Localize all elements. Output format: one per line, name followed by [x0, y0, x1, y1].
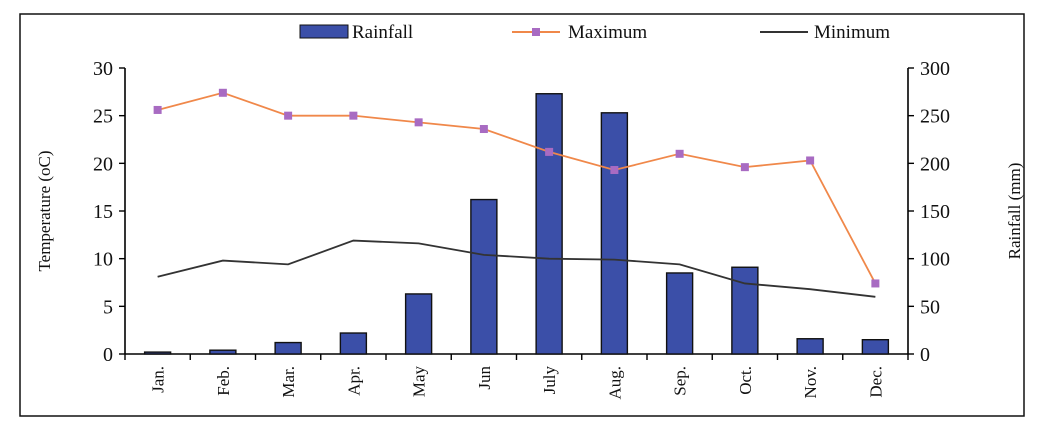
- x-category-label: Mar.: [279, 366, 298, 398]
- left-tick-label: 20: [93, 153, 113, 175]
- maximum-line: [157, 91, 877, 284]
- rainfall-bar: [861, 339, 890, 355]
- left-tick-label: 10: [93, 249, 113, 271]
- x-category-label: Nov.: [801, 366, 820, 398]
- right-tick-label: 0: [920, 344, 930, 366]
- left-tick-label: 5: [103, 296, 113, 318]
- rainfall-bar: [796, 338, 824, 355]
- maximum-point: [284, 111, 293, 120]
- x-category-label: Jan.: [149, 366, 168, 393]
- maximum-point: [871, 279, 880, 288]
- left-tick-label: 15: [93, 201, 113, 223]
- rainfall-bar: [209, 349, 237, 355]
- x-category-label: Dec.: [866, 366, 885, 398]
- x-category-label: Jun: [475, 366, 494, 390]
- maximum-point: [479, 125, 488, 134]
- maximum-point: [218, 88, 227, 97]
- legend-rainfall-label: Rainfall: [352, 22, 413, 43]
- maximum-point: [806, 156, 815, 165]
- right-tick-label: 100: [920, 249, 950, 271]
- legend-rainfall-swatch: [299, 24, 349, 39]
- left-tick-label: 30: [93, 58, 113, 80]
- legend-maximum-label: Maximum: [568, 22, 647, 43]
- temperature-lines: [153, 88, 880, 298]
- x-category-label: May: [410, 366, 429, 398]
- rainfall-bar: [274, 341, 302, 355]
- maximum-point: [740, 163, 749, 172]
- chart-frame: [19, 13, 1025, 417]
- right-tick-label: 300: [920, 58, 950, 80]
- x-category-label: July: [540, 366, 559, 395]
- maximum-point: [675, 149, 684, 158]
- right-tick-label: 50: [920, 296, 940, 318]
- rainfall-bars: [143, 93, 890, 355]
- right-tick-label: 200: [920, 153, 950, 175]
- right-tick-label: 250: [920, 106, 950, 128]
- x-category-label: Feb.: [214, 366, 233, 396]
- rainfall-bar: [665, 272, 694, 355]
- rainfall-bar: [143, 351, 172, 355]
- x-category-label: Oct.: [736, 366, 755, 395]
- x-category-label: Apr.: [344, 366, 363, 396]
- left-axis-ticks: 0 5 10 15 20 25 30: [93, 58, 125, 366]
- legend: Rainfall Maximum Minimum: [299, 22, 890, 43]
- rainfall-bar: [339, 332, 368, 355]
- left-tick-label: 0: [103, 344, 113, 366]
- maximum-point: [414, 118, 423, 127]
- rainfall-bar: [470, 198, 498, 355]
- maximum-point: [610, 166, 619, 175]
- maximum-point: [153, 105, 162, 114]
- right-tick-label: 150: [920, 201, 950, 223]
- left-axis-title: Temperature (oC): [35, 150, 54, 271]
- x-axis-ticks: Jan. Feb. Mar. Apr. May Jun July Aug. Sep. Oct. No…: [124, 354, 909, 400]
- maximum-point: [349, 111, 358, 120]
- maximum-point: [545, 147, 554, 156]
- x-category-label: Aug.: [605, 366, 624, 400]
- rainfall-bar: [404, 293, 433, 355]
- legend-minimum-label: Minimum: [814, 22, 890, 43]
- left-tick-label: 25: [93, 106, 113, 128]
- x-category-label: Sep.: [671, 366, 690, 396]
- minimum-line: [157, 239, 876, 298]
- rainfall-bar: [535, 93, 563, 355]
- right-axis-title: Rainfall (mm): [1005, 163, 1024, 260]
- legend-maximum-marker: [532, 28, 540, 36]
- rainfall-bar: [600, 112, 629, 355]
- right-axis-ticks: 0 50 100 150 200 250 300: [908, 58, 950, 366]
